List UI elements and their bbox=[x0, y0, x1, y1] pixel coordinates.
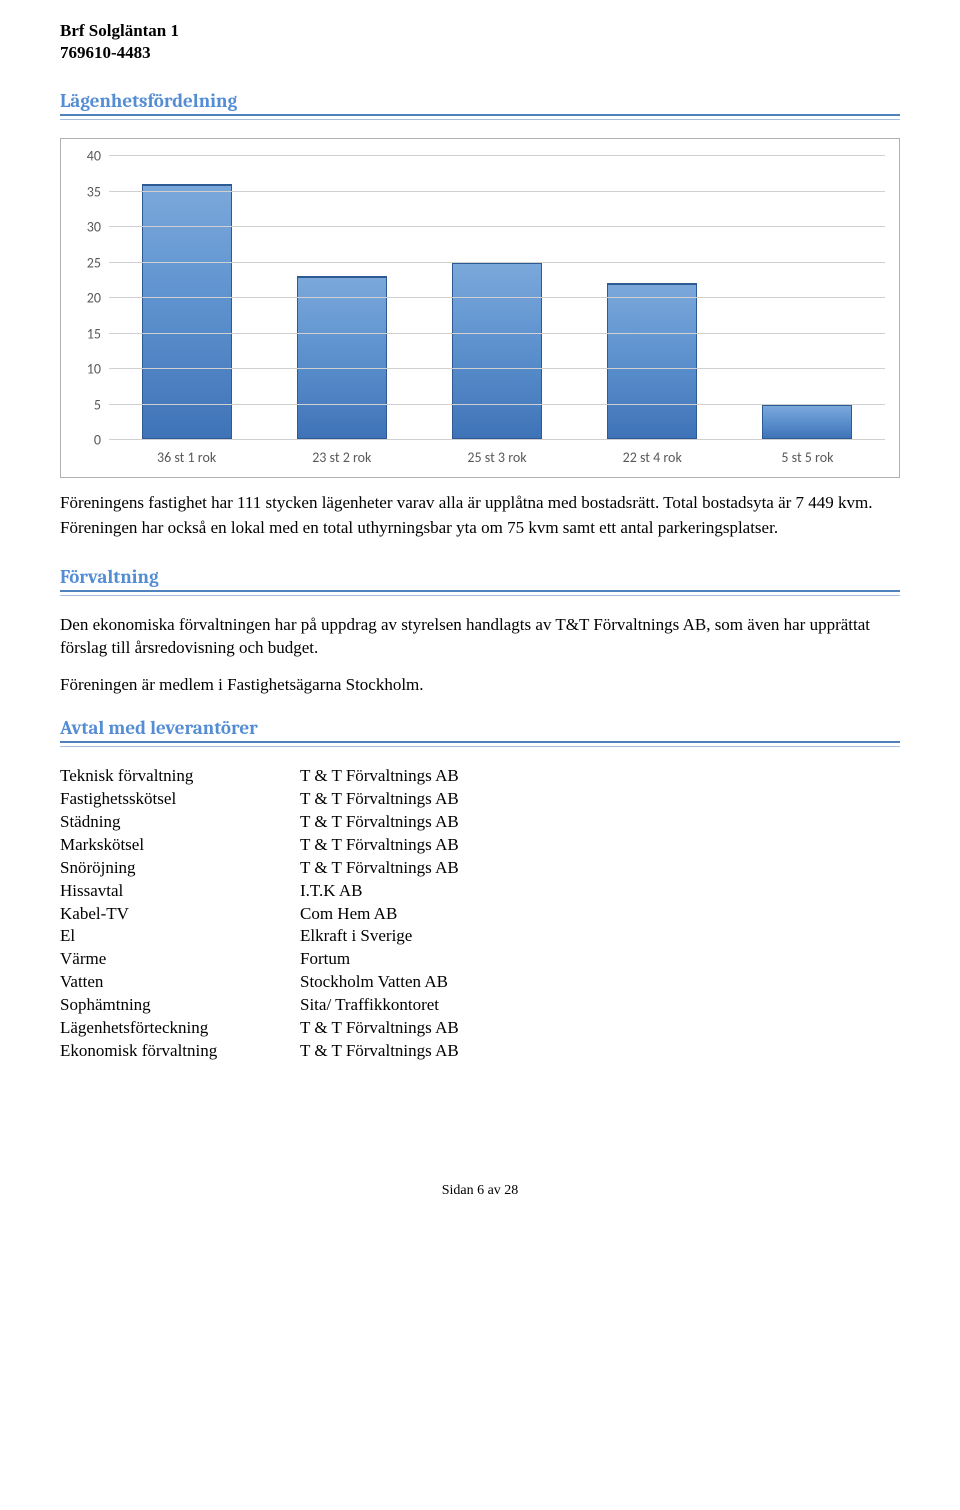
x-axis-label: 36 st 1 rok bbox=[109, 443, 264, 471]
avtal-service: Snöröjning bbox=[60, 857, 300, 880]
avtal-provider: Sita/ Traffikkontoret bbox=[300, 994, 459, 1017]
doc-header-line2: 769610-4483 bbox=[60, 42, 900, 64]
bar bbox=[452, 262, 542, 440]
avtal-provider: T & T Förvaltnings AB bbox=[300, 1017, 459, 1040]
avtal-service: Hissavtal bbox=[60, 880, 300, 903]
y-axis-label: 10 bbox=[67, 361, 109, 378]
plot-area: 0 5 10 15 20 25 30 35 40 bbox=[109, 155, 885, 439]
avtal-provider: T & T Förvaltnings AB bbox=[300, 765, 459, 788]
avtal-provider: Stockholm Vatten AB bbox=[300, 971, 459, 994]
table-row: HissavtalI.T.K AB bbox=[60, 880, 459, 903]
table-row: LägenhetsförteckningT & T Förvaltnings A… bbox=[60, 1017, 459, 1040]
table-row: FastighetsskötselT & T Förvaltnings AB bbox=[60, 788, 459, 811]
gridline: 25 bbox=[109, 262, 885, 263]
page-footer: Sidan 6 av 28 bbox=[60, 1183, 900, 1199]
avtal-service: Sophämtning bbox=[60, 994, 300, 1017]
bar-chart: 0510152025303540 36 st 1 rok23 st 2 rok2… bbox=[67, 151, 893, 471]
paragraph-fastighet: Föreningens fastighet har 111 stycken lä… bbox=[60, 492, 900, 515]
y-axis-label: 25 bbox=[67, 254, 109, 271]
avtal-service: Vatten bbox=[60, 971, 300, 994]
x-axis-label: 23 st 2 rok bbox=[264, 443, 419, 471]
y-axis-label: 15 bbox=[67, 325, 109, 342]
table-row: Teknisk förvaltningT & T Förvaltnings AB bbox=[60, 765, 459, 788]
paragraph-forvaltning2: Föreningen är medlem i Fastighetsägarna … bbox=[60, 674, 900, 697]
table-row: Ekonomisk förvaltningT & T Förvaltnings … bbox=[60, 1040, 459, 1063]
y-axis-label: 5 bbox=[67, 396, 109, 413]
table-row: SophämtningSita/ Traffikkontoret bbox=[60, 994, 459, 1017]
gridline: 40 bbox=[109, 155, 885, 156]
bar bbox=[297, 276, 387, 439]
avtal-provider: T & T Förvaltnings AB bbox=[300, 1040, 459, 1063]
y-axis-label: 0 bbox=[67, 432, 109, 449]
y-axis-label: 20 bbox=[67, 290, 109, 307]
gridline: 15 bbox=[109, 333, 885, 334]
y-axis-label: 35 bbox=[67, 183, 109, 200]
avtal-provider: T & T Förvaltnings AB bbox=[300, 788, 459, 811]
heading-rule bbox=[60, 741, 900, 747]
y-axis-label: 40 bbox=[67, 148, 109, 165]
avtal-provider: T & T Förvaltnings AB bbox=[300, 811, 459, 834]
avtal-service: Teknisk förvaltning bbox=[60, 765, 300, 788]
table-row: VärmeFortum bbox=[60, 948, 459, 971]
avtal-provider: I.T.K AB bbox=[300, 880, 459, 903]
gridline: 10 bbox=[109, 368, 885, 369]
avtal-provider: Com Hem AB bbox=[300, 903, 459, 926]
y-axis-label: 30 bbox=[67, 219, 109, 236]
avtal-service: Värme bbox=[60, 948, 300, 971]
table-row: SnöröjningT & T Förvaltnings AB bbox=[60, 857, 459, 880]
x-axis-label: 22 st 4 rok bbox=[575, 443, 730, 471]
gridline: 5 bbox=[109, 404, 885, 405]
document-page: Brf Solgläntan 1 769610-4483 Lägenhetsfö… bbox=[0, 0, 960, 1239]
section-heading-forvaltning: Förvaltning bbox=[60, 566, 900, 588]
bar bbox=[762, 404, 852, 440]
bar bbox=[607, 283, 697, 439]
gridline: 30 bbox=[109, 226, 885, 227]
section-heading-avtal: Avtal med leverantörer bbox=[60, 717, 900, 739]
x-axis-label: 5 st 5 rok bbox=[730, 443, 885, 471]
paragraph-forvaltning1: Den ekonomiska förvaltningen har på uppd… bbox=[60, 614, 900, 660]
table-row: MarkskötselT & T Förvaltnings AB bbox=[60, 834, 459, 857]
avtal-service: El bbox=[60, 925, 300, 948]
chart-frame: 0510152025303540 36 st 1 rok23 st 2 rok2… bbox=[60, 138, 900, 478]
avtal-provider: Elkraft i Sverige bbox=[300, 925, 459, 948]
gridline: 35 bbox=[109, 191, 885, 192]
doc-header-line1: Brf Solgläntan 1 bbox=[60, 20, 900, 42]
avtal-service: Markskötsel bbox=[60, 834, 300, 857]
avtal-service: Kabel-TV bbox=[60, 903, 300, 926]
heading-rule bbox=[60, 590, 900, 596]
avtal-provider: T & T Förvaltnings AB bbox=[300, 834, 459, 857]
avtal-service: Fastighetsskötsel bbox=[60, 788, 300, 811]
table-row: ElElkraft i Sverige bbox=[60, 925, 459, 948]
avtal-service: Lägenhetsförteckning bbox=[60, 1017, 300, 1040]
avtal-service: Städning bbox=[60, 811, 300, 834]
avtal-provider: T & T Förvaltnings AB bbox=[300, 857, 459, 880]
avtal-service: Ekonomisk förvaltning bbox=[60, 1040, 300, 1063]
avtal-provider: Fortum bbox=[300, 948, 459, 971]
x-axis: 36 st 1 rok23 st 2 rok25 st 3 rok22 st 4… bbox=[109, 443, 885, 471]
heading-rule bbox=[60, 114, 900, 120]
avtal-table: Teknisk förvaltningT & T Förvaltnings AB… bbox=[60, 765, 459, 1063]
table-row: Kabel-TVCom Hem AB bbox=[60, 903, 459, 926]
gridline: 20 bbox=[109, 297, 885, 298]
table-row: StädningT & T Förvaltnings AB bbox=[60, 811, 459, 834]
paragraph-lokal: Föreningen har också en lokal med en tot… bbox=[60, 517, 900, 540]
table-row: VattenStockholm Vatten AB bbox=[60, 971, 459, 994]
gridline: 0 bbox=[109, 439, 885, 440]
x-axis-label: 25 st 3 rok bbox=[419, 443, 574, 471]
bar bbox=[142, 184, 232, 440]
section-heading-lagenhetsfordelning: Lägenhetsfördelning bbox=[60, 90, 900, 112]
